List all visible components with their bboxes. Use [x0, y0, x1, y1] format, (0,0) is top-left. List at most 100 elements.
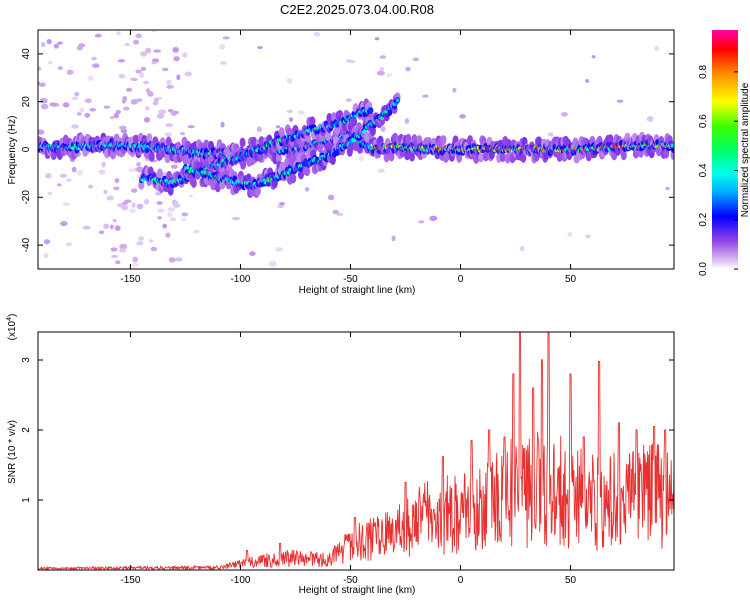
- trace-halo: [334, 125, 341, 136]
- trace-halo: [409, 151, 416, 162]
- noise-speckle: [133, 39, 140, 45]
- noise-speckle: [40, 103, 49, 110]
- spectrogram-y-tick-label: -20: [21, 190, 32, 205]
- trace-halo: [275, 152, 282, 163]
- trace-halo: [309, 116, 316, 127]
- trace-halo: [663, 148, 670, 159]
- noise-speckle: [115, 260, 121, 265]
- noise-speckle: [65, 178, 72, 182]
- noise-speckle: [153, 49, 162, 53]
- trace-halo: [246, 156, 253, 167]
- noise-speckle: [99, 170, 106, 175]
- trace-core: [395, 98, 400, 103]
- trace-body: [387, 109, 393, 116]
- noise-speckle: [117, 59, 126, 63]
- noise-speckle: [256, 46, 263, 50]
- noise-speckle: [173, 110, 179, 115]
- noise-speckle: [62, 102, 70, 108]
- noise-speckle: [138, 236, 144, 241]
- spectrogram-y-label: Frequency (Hz): [7, 116, 18, 185]
- noise-speckle: [84, 112, 91, 118]
- noise-speckle: [313, 32, 321, 37]
- trace-halo: [214, 182, 221, 193]
- noise-speckle: [151, 61, 157, 65]
- noise-speckle: [103, 105, 111, 109]
- noise-speckle: [106, 195, 114, 201]
- trace-halo: [520, 152, 527, 163]
- trace-halo: [304, 132, 311, 143]
- noise-speckle: [148, 239, 154, 243]
- noise-speckle: [379, 55, 387, 59]
- noise-speckle: [336, 212, 344, 217]
- noise-speckle: [131, 188, 138, 193]
- spectrogram-x-ticks: -150 -100 -50 0 50: [120, 30, 577, 285]
- noise-speckle: [278, 202, 285, 206]
- noise-speckle: [135, 98, 143, 102]
- colorbar-tick-label: 0.4: [698, 163, 709, 177]
- trace-halo: [383, 152, 390, 163]
- trace-halo: [146, 133, 153, 144]
- noise-speckle: [348, 59, 356, 64]
- trace-core: [369, 109, 373, 114]
- spectrogram-x-label: Height of straight line (km): [299, 285, 416, 296]
- snr-y-ticks: 1 2 3: [21, 357, 674, 503]
- spectrogram-y-tick-label: 40: [21, 48, 32, 60]
- trace-halo: [620, 150, 627, 161]
- noise-speckle: [125, 87, 133, 92]
- noise-speckle: [57, 66, 63, 71]
- snr-frame: [37, 331, 675, 571]
- spectrogram-panel: -150 -100 -50 0 50 -40 -20 0 20 40 Height of str…: [7, 29, 675, 296]
- noise-speckle: [120, 128, 128, 134]
- colorbar: 0.0 0.2 0.4 0.6 0.8 Normalized spectral ampl…: [698, 30, 750, 276]
- noise-speckle: [143, 80, 149, 85]
- noise-speckle: [87, 184, 94, 189]
- noise-speckle: [220, 61, 227, 65]
- noise-speckle: [121, 99, 127, 104]
- noise-speckle: [82, 225, 91, 230]
- noise-speckle: [59, 173, 67, 178]
- noise-speckle: [158, 109, 167, 115]
- noise-speckle: [156, 113, 164, 119]
- noise-speckle: [188, 194, 193, 198]
- noise-speckle: [164, 132, 172, 137]
- noise-speckle: [111, 254, 119, 258]
- snr-y-tick-label: 2: [21, 427, 32, 433]
- noise-speckle: [38, 66, 42, 71]
- noise-speckle: [43, 253, 49, 259]
- noise-speckle: [136, 161, 142, 167]
- trace-halo: [607, 134, 614, 145]
- noise-speckle: [222, 36, 230, 40]
- noise-speckle: [182, 52, 188, 58]
- noise-speckle: [135, 33, 142, 39]
- noise-speckle: [172, 47, 180, 53]
- snr-x-tick-label: -50: [343, 575, 358, 586]
- snr-y-multiplier-base: (x10: [7, 320, 18, 340]
- noise-speckle: [418, 220, 425, 224]
- noise-speckle: [89, 108, 97, 112]
- noise-speckle: [76, 112, 82, 116]
- noise-speckle: [153, 97, 159, 102]
- trace-halo: [240, 159, 247, 170]
- spectrogram-y-tick-label: 0: [21, 146, 32, 152]
- noise-speckle: [71, 96, 79, 101]
- noise-speckle: [150, 246, 157, 252]
- spectrogram-y-tick-label: -40: [21, 237, 32, 252]
- noise-speckle: [654, 45, 660, 52]
- noise-speckle: [157, 216, 163, 220]
- noise-speckle: [79, 107, 85, 113]
- trace-halo: [353, 141, 359, 152]
- noise-speckle: [103, 223, 110, 229]
- noise-speckle: [175, 257, 183, 262]
- spectrogram-x-tick-label: -50: [343, 274, 358, 285]
- noise-speckle: [168, 257, 176, 263]
- noise-speckle: [591, 55, 596, 59]
- noise-speckle: [377, 168, 385, 173]
- noise-speckle: [374, 37, 380, 41]
- noise-speckle: [132, 256, 139, 263]
- noise-speckle: [327, 194, 335, 201]
- colorbar-label: Normalized spectral amplitude: [740, 82, 750, 217]
- snr-panel: -150 -100 -50 0 50 1 2 3 Height of straight li…: [6, 314, 675, 596]
- noise-speckle: [88, 75, 94, 81]
- noise-speckle: [39, 82, 45, 87]
- noise-speckle: [167, 207, 176, 212]
